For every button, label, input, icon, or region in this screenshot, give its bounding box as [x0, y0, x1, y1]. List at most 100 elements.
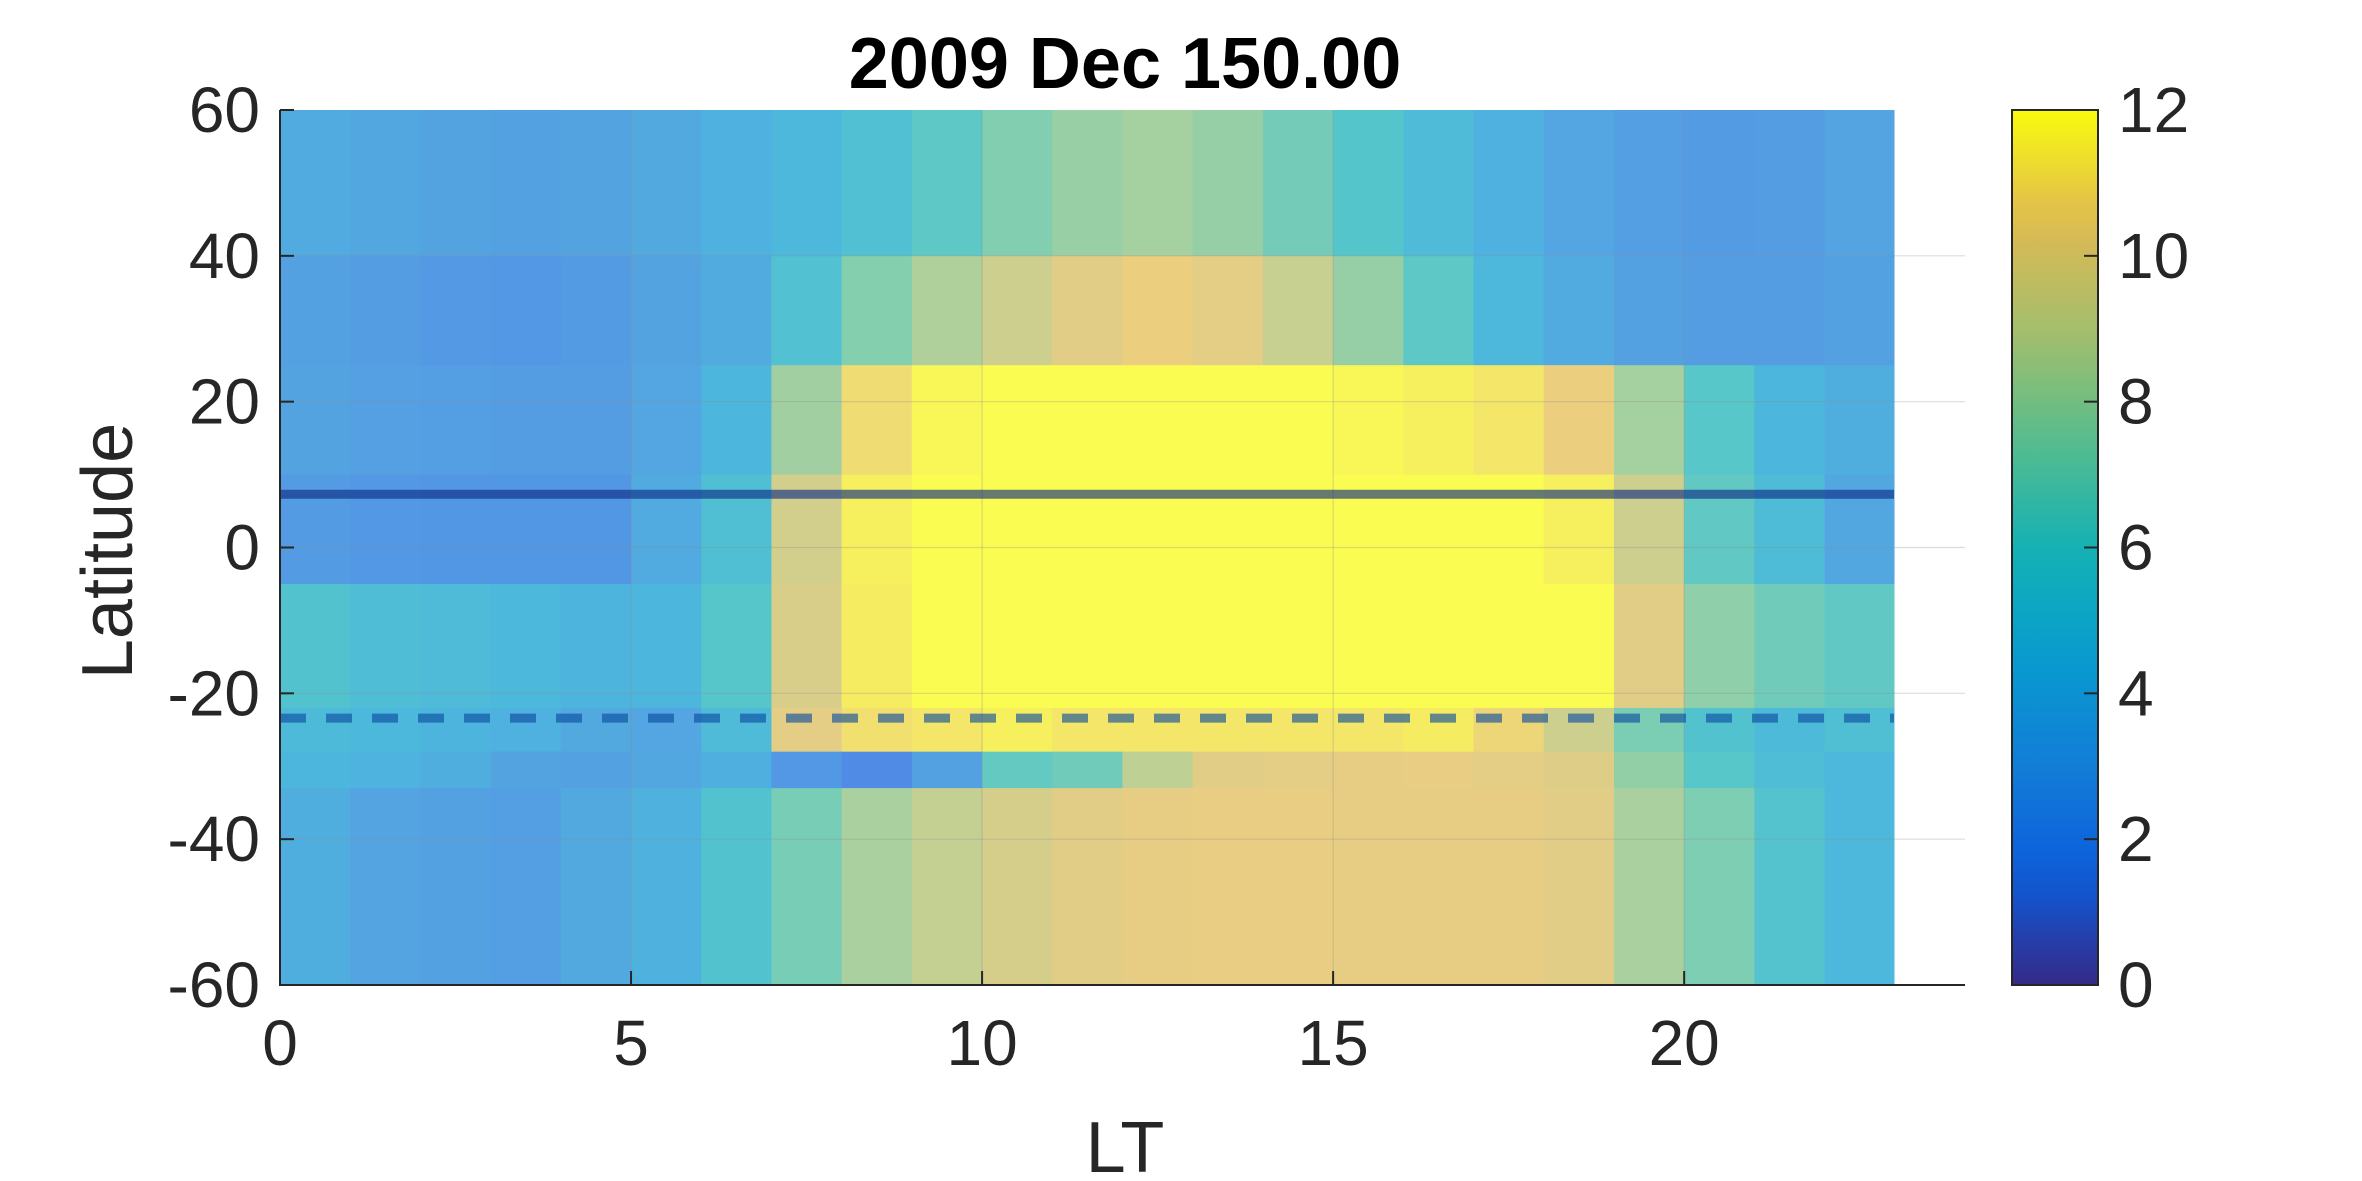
heatmap-cell: [1473, 110, 1545, 257]
heatmap-cell: [1684, 583, 1755, 709]
heatmap-cell: [1754, 751, 1826, 789]
heatmap-cell: [1262, 751, 1334, 789]
heatmap-cell: [1122, 110, 1194, 257]
heatmap-cell: [560, 751, 632, 789]
heatmap-cell: [1052, 365, 1123, 476]
y-tick-label: -20: [168, 657, 261, 729]
heatmap-cell: [420, 583, 492, 709]
heatmap-cell: [841, 110, 913, 257]
heatmap-cell: [1754, 788, 1826, 986]
heatmap-cell: [1052, 583, 1123, 709]
y-tick-label: 0: [224, 512, 260, 584]
heatmap-cell: [420, 751, 492, 789]
heatmap-cell: [1052, 751, 1123, 789]
heatmap-cell: [350, 255, 421, 366]
grid-lines: [280, 110, 1965, 985]
heatmap-cell: [1684, 365, 1755, 476]
colorbar-tick-label: 10: [2118, 220, 2189, 292]
heatmap-cell: [1613, 788, 1685, 986]
heatmap-cell: [1122, 365, 1194, 476]
heatmap-cell: [1473, 255, 1545, 366]
heatmap-cell: [911, 110, 983, 257]
heatmap-cell: [560, 255, 632, 366]
heatmap-cell: [1684, 255, 1755, 366]
heatmap-cell: [982, 751, 1053, 789]
heatmap-cell: [1473, 365, 1545, 476]
heatmap-cell: [982, 788, 1053, 986]
heatmap-cell: [1122, 255, 1194, 366]
heatmap-cell: [631, 788, 702, 986]
chart-title: 2009 Dec 150.00: [849, 24, 1401, 104]
heatmap-cell: [490, 365, 562, 476]
y-tick-labels: -60 -40 -20 0 20 40 60: [168, 74, 261, 1021]
heatmap-cell: [701, 788, 772, 986]
heatmap-cell: [701, 255, 772, 366]
heatmap-cell: [701, 583, 772, 709]
heatmap-cell: [1052, 788, 1123, 986]
heatmap-cell: [490, 583, 562, 709]
heatmap-cell: [631, 255, 702, 366]
colorbar: 0 2 4 6 8 10 12: [2011, 74, 2189, 1021]
heatmap-cell: [1613, 110, 1685, 257]
x-tick-label: 10: [946, 1007, 1017, 1079]
y-axis-label: Latitude: [68, 423, 148, 679]
heatmap-cell: [1543, 365, 1615, 476]
plot-area: [279, 109, 1965, 986]
heatmap-cell: [1824, 751, 1895, 789]
heatmap-cell: [490, 110, 562, 257]
heatmap-cell: [420, 788, 492, 986]
heatmap-cell: [771, 788, 843, 986]
heatmap-cell: [1052, 110, 1123, 257]
colorbar-tick-label: 8: [2118, 366, 2154, 438]
axes: [279, 109, 1965, 986]
heatmap-cell: [841, 365, 913, 476]
heatmap-cell: [982, 110, 1053, 257]
heatmap-cell: [420, 255, 492, 366]
y-tick-label: 20: [189, 366, 260, 438]
heatmap-cell: [1192, 583, 1264, 709]
heatmap-cell: [350, 788, 421, 986]
heatmap-cell: [1403, 583, 1475, 709]
heatmap-cell: [420, 365, 492, 476]
x-tick-label: 15: [1298, 1007, 1369, 1079]
heatmap-cell: [1754, 255, 1826, 366]
heatmap-cell: [841, 255, 913, 366]
heatmap-cell: [1473, 788, 1545, 986]
colorbar-tick-label: 12: [2118, 74, 2189, 146]
heatmap-cell: [1543, 583, 1615, 709]
heatmap-cell: [1192, 365, 1264, 476]
heatmap-cell: [1754, 583, 1826, 709]
heatmap-cell: [1613, 255, 1685, 366]
heatmap-cell: [1543, 255, 1615, 366]
heatmap-cell: [911, 255, 983, 366]
x-tick-label: 5: [613, 1007, 649, 1079]
heatmap-cell: [280, 110, 351, 257]
heatmap-cell: [631, 365, 702, 476]
heatmap-cell: [1333, 583, 1404, 709]
heatmap-cell: [1403, 788, 1475, 986]
heatmap-cell: [1754, 110, 1826, 257]
heatmap-cell: [911, 751, 983, 789]
heatmap-cell: [350, 583, 421, 709]
heatmap-cell: [841, 788, 913, 986]
heatmap-cell: [911, 788, 983, 986]
heatmap-cell: [1192, 110, 1264, 257]
heatmap-cell: [420, 110, 492, 257]
heatmap-cell: [1613, 751, 1685, 789]
heatmap-cell: [1333, 255, 1404, 366]
heatmap-cell: [1824, 583, 1895, 709]
heatmap-cell: [280, 255, 351, 366]
heatmap-cell: [631, 110, 702, 257]
heatmap-cell: [1262, 583, 1334, 709]
heatmap-cell: [1122, 751, 1194, 789]
heatmap-cell: [1824, 365, 1895, 476]
heatmap-cell: [841, 751, 913, 789]
heatmap-cell: [1333, 110, 1404, 257]
heatmap-cell: [911, 583, 983, 709]
heatmap-cell: [560, 365, 632, 476]
heatmap-cell: [350, 110, 421, 257]
heatmap-cell: [280, 365, 351, 476]
heatmap-cell: [1333, 365, 1404, 476]
heatmap-cell: [771, 110, 843, 257]
heatmap-cell: [350, 365, 421, 476]
